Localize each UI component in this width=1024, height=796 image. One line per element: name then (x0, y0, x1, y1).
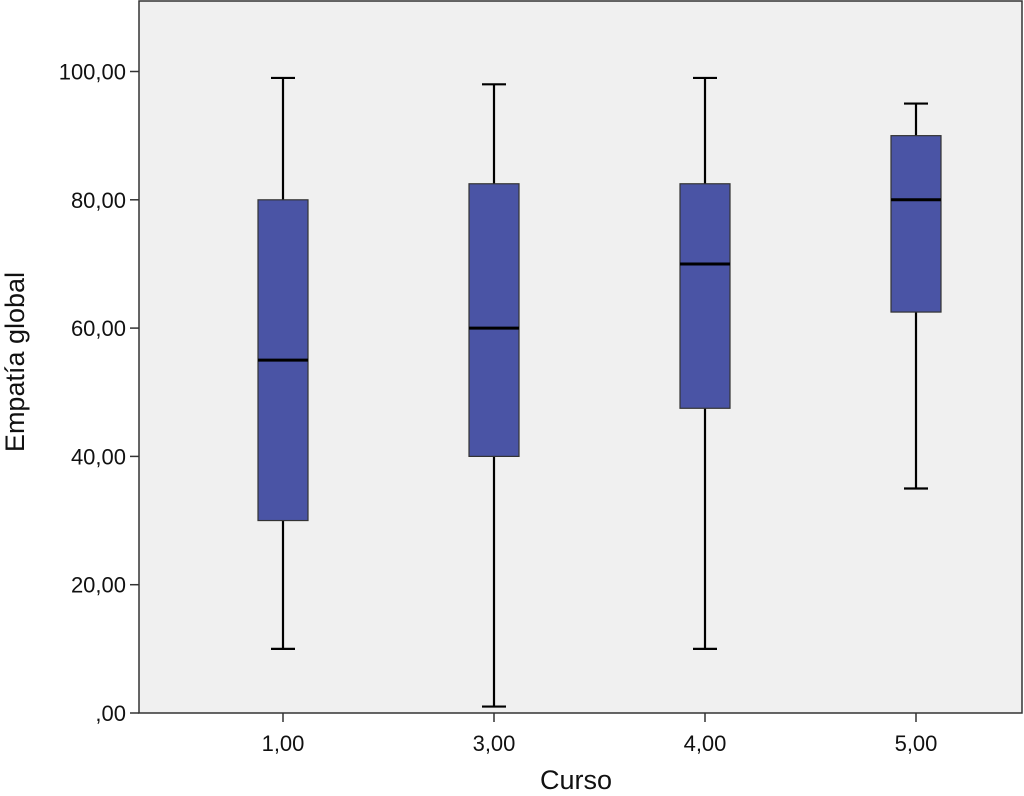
y-tick-label: 20,00 (71, 573, 126, 598)
x-tick-label: 1,00 (262, 731, 305, 756)
iqr-box (468, 183, 520, 458)
box-group (679, 76, 731, 650)
x-tick-label: 5,00 (895, 731, 938, 756)
y-tick-label: 80,00 (71, 188, 126, 213)
boxes-layer (257, 76, 942, 708)
y-axis: ,00 20,00 40,00 60,00 80,00 100,00 (59, 60, 139, 726)
y-tick-label: ,00 (95, 701, 126, 726)
x-tick-label: 3,00 (473, 731, 516, 756)
box-group (257, 76, 309, 650)
y-tick-label: 100,00 (59, 60, 126, 85)
y-axis-title: Empatía global (0, 272, 30, 452)
x-axis-title: Curso (540, 765, 612, 795)
box-group (890, 102, 942, 490)
x-tick-label: 4,00 (684, 731, 727, 756)
iqr-box (679, 183, 731, 409)
x-axis: 1,00 3,00 4,00 5,00 (262, 713, 938, 756)
box-group (468, 83, 520, 708)
y-tick-label: 40,00 (71, 444, 126, 469)
iqr-box (890, 135, 942, 313)
y-tick-label: 60,00 (71, 316, 126, 341)
